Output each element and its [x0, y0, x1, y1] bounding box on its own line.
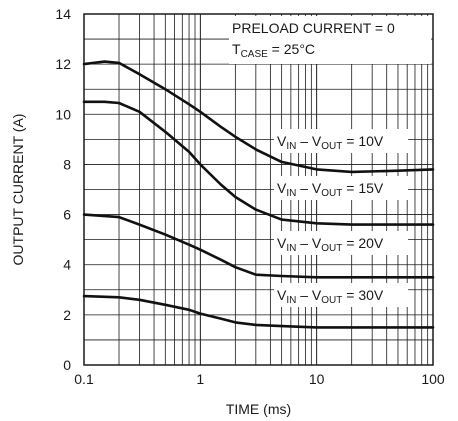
series-label-subscript: IN [286, 188, 296, 199]
series-label-subscript: OUT [321, 141, 342, 152]
series-line [82, 60, 435, 174]
series-label-part: = 15V [342, 180, 384, 196]
tcase-annotation: TCASE = 25°C [232, 41, 315, 60]
x-tick-label: 10 [309, 371, 325, 387]
series-label: VIN – VOUT = 15V [277, 180, 384, 199]
tcase-value: = 25°C [268, 41, 315, 57]
series-label-background [274, 176, 408, 200]
y-tick-label: 10 [55, 106, 71, 122]
series-label-subscript: OUT [321, 295, 342, 306]
y-tick-label: 0 [63, 357, 71, 373]
y-tick-label: 4 [63, 257, 71, 273]
series-label-part: V [277, 180, 287, 196]
y-tick-label: 14 [55, 6, 71, 22]
series-line [82, 100, 435, 226]
series-label-part: V [277, 235, 287, 251]
x-tick-label: 0.1 [74, 371, 94, 387]
series-label-part: V [277, 133, 287, 149]
y-tick-label: 2 [63, 307, 71, 323]
series-label: VIN – VOUT = 10V [277, 133, 384, 152]
series-label-part: = 10V [342, 133, 384, 149]
preload-annotation: PRELOAD CURRENT = 0 [232, 20, 395, 36]
curves [82, 60, 435, 329]
series-label: VIN – VOUT = 30V [277, 287, 384, 306]
series-line [82, 213, 435, 279]
tick-labels: 0.1 1 10 100 0 2 4 6 8 10 12 14 [55, 6, 444, 387]
series-label-part: – V [296, 235, 322, 251]
series-label-subscript: IN [286, 243, 296, 254]
series-label-subscript: OUT [321, 188, 342, 199]
series-label-part: – V [296, 133, 322, 149]
series-label: VIN – VOUT = 20V [277, 235, 384, 254]
series-label-subscript: IN [286, 141, 296, 152]
series-label-part: – V [296, 180, 322, 196]
plot-frame [83, 13, 434, 366]
series-label-subscript: OUT [321, 243, 342, 254]
tcase-main: T [232, 41, 241, 57]
series-label-background [274, 283, 408, 307]
y-tick-label: 6 [63, 207, 71, 223]
x-axis-title: TIME (ms) [226, 401, 291, 417]
annotation-box: PRELOAD CURRENT = 0 TCASE = 25°C [229, 16, 431, 64]
y-axis-title: OUTPUT CURRENT (A) [10, 114, 26, 266]
series-label-subscript: IN [286, 295, 296, 306]
x-tick-label: 1 [196, 371, 204, 387]
y-tick-label: 8 [63, 156, 71, 172]
x-tick-label: 100 [421, 371, 445, 387]
annotation-background [229, 16, 431, 64]
tcase-sub: CASE [241, 49, 269, 60]
series-label-part: = 20V [342, 235, 384, 251]
series-label-background [274, 231, 408, 255]
series-label-background [274, 129, 408, 153]
series-label-part: – V [296, 287, 322, 303]
y-tick-label: 12 [55, 56, 71, 72]
series-line [82, 294, 435, 329]
series-label-part: V [277, 287, 287, 303]
series-label-part: = 30V [342, 287, 384, 303]
